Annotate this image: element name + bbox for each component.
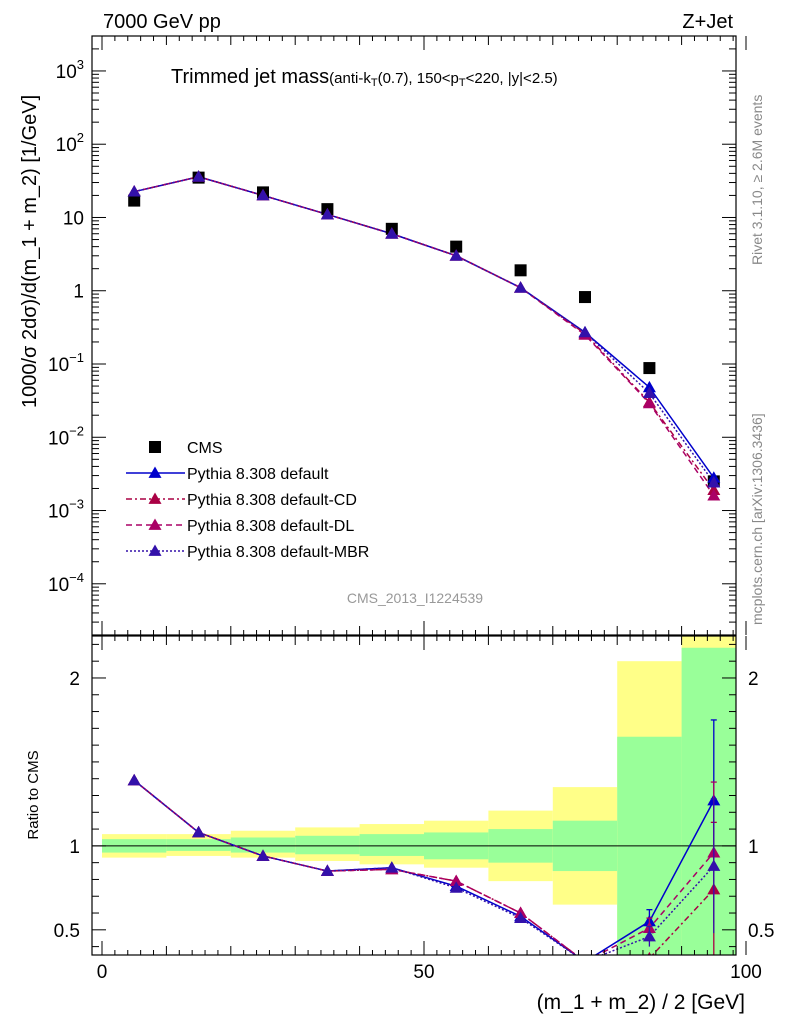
ratio-mbr-point (642, 930, 656, 942)
mcplots-label: mcplots.cern.ch [arXiv:1306.3436] (749, 413, 765, 625)
main-ylabel: 1000/σ 2dσ)/d(m_1 + m_2) [1/GeV] (19, 95, 41, 408)
legend-marker-cms (149, 441, 161, 453)
ratio-xtick-label: 100 (730, 962, 762, 983)
mbr-point (642, 386, 656, 399)
ratio-mbr-point (192, 825, 206, 838)
ratio-frame (91, 635, 737, 956)
mbr-point (385, 227, 399, 239)
ratio-xlabel: (m_1 + m_2) / 2 [GeV] (537, 991, 745, 1014)
band-inner (166, 839, 231, 851)
header-left: 7000 GeV pp (103, 11, 221, 33)
mbr-point (256, 188, 270, 201)
legend-label-cms: CMS (187, 440, 223, 457)
legend-marker-default (148, 466, 162, 478)
legend-marker-cd (148, 492, 162, 504)
rivet-label: Rivet 3.1.10, ≥ 2.6M events (749, 95, 765, 265)
ratio-mbr-point (707, 859, 721, 871)
legend-marker-dl (148, 518, 162, 530)
ytick-label: 102 (56, 130, 84, 156)
ratio-mbr-point (127, 773, 141, 786)
main-axis-ticks: 10−4 10−3 10−2 10−1 1 10 102 103 (48, 35, 747, 636)
ytick-label: 10−2 (48, 423, 84, 449)
ratio-ytick-label: 0.5 (54, 921, 80, 942)
cms-point (643, 362, 656, 375)
mbr-point (578, 325, 592, 338)
cms-point (450, 240, 463, 253)
ytick-label: 10−3 (48, 497, 84, 523)
legend: CMS Pythia 8.308 default Pythia 8.308 defa… (126, 440, 369, 561)
ratio-ytick-label: 2 (69, 669, 80, 690)
ratio-series-markers (127, 719, 721, 966)
ytick-label: 10−4 (48, 570, 84, 596)
ratio-mbr-point (256, 849, 270, 861)
ratio-mbr-point (320, 864, 334, 876)
main-title-suffix: (anti-kT(0.7), 150<pT<220, |y|<2.5) (329, 70, 558, 89)
legend-label-dl: Pythia 8.308 default-DL (187, 518, 354, 535)
legend-label-default: Pythia 8.308 default (187, 466, 329, 483)
ratio-panel: 0.5 0.5 1 1 2 2 0 50 100 Ratio to CMS (m_1 + m_2… (25, 635, 774, 1014)
band-inner (230, 837, 296, 853)
main-plot-area (127, 170, 721, 501)
ytick-label: 10 (63, 208, 84, 229)
mbr-point (192, 170, 206, 182)
band-inner (295, 835, 360, 855)
cms-point (128, 194, 141, 207)
ratio-xtick-label: 50 (413, 962, 434, 983)
default-point (642, 380, 656, 393)
main-series-lines (134, 175, 715, 497)
cd-line (134, 175, 715, 491)
watermark: CMS_2013_I1224539 (347, 590, 483, 606)
main-title-text: Trimmed jet mass (171, 66, 329, 88)
mbr-point (707, 476, 721, 488)
legend-marker-mbr (148, 544, 162, 556)
main-frame (91, 35, 737, 636)
ratio-ylabel: Ratio to CMS (25, 750, 42, 839)
dl-point (707, 489, 721, 501)
legend-label-mbr: Pythia 8.308 default-MBR (187, 544, 369, 561)
ratio-mbr-point (514, 911, 528, 923)
ratio-dl-point (449, 874, 463, 887)
cms-point (579, 291, 591, 304)
ratio-mbr-point (579, 955, 592, 966)
ratio-cd-point (579, 955, 592, 966)
ratio-ytick-label: 1 (69, 837, 80, 858)
ratio-dl-line (133, 779, 715, 955)
cms-point (514, 264, 527, 277)
band-inner (681, 647, 736, 955)
mbr-point (449, 249, 463, 261)
ytick-label: 1 (73, 282, 84, 303)
ratio-axis-ticks: 0.5 0.5 1 1 2 2 0 50 100 (54, 636, 774, 983)
ytick-label: 103 (56, 57, 84, 83)
main-panel: 10−4 10−3 10−2 10−1 1 10 102 103 Trimmed jet ma… (19, 35, 747, 636)
ratio-ytick-label-right: 2 (748, 669, 759, 690)
mbr-point (127, 185, 141, 197)
ratio-default-point (579, 955, 592, 966)
ratio-mbr-point (449, 881, 463, 893)
ratio-dl-point (579, 955, 592, 966)
ratio-plot-area (92, 636, 736, 966)
mbr-point (514, 281, 528, 293)
ratio-ytick-label-right: 0.5 (748, 921, 774, 942)
legend-label-cd: Pythia 8.308 default-CD (187, 492, 357, 509)
mbr-point (320, 207, 334, 220)
ratio-mbr-point (385, 861, 399, 873)
ytick-label: 10−1 (48, 350, 84, 376)
mbr-line (134, 175, 715, 484)
dl-point (642, 396, 656, 409)
default-line (134, 175, 715, 479)
band-inner (359, 834, 424, 856)
ratio-xtick-label: 0 (97, 962, 108, 983)
ratio-uncertainty-bands (102, 636, 736, 955)
ratio-ytick-label-right: 1 (748, 837, 759, 858)
main-title: Trimmed jet mass(anti-kT(0.7), 150<pT<22… (171, 66, 558, 89)
main-series-markers (127, 170, 721, 501)
ratio-cd-point (647, 951, 652, 955)
header-right: Z+Jet (682, 11, 733, 33)
